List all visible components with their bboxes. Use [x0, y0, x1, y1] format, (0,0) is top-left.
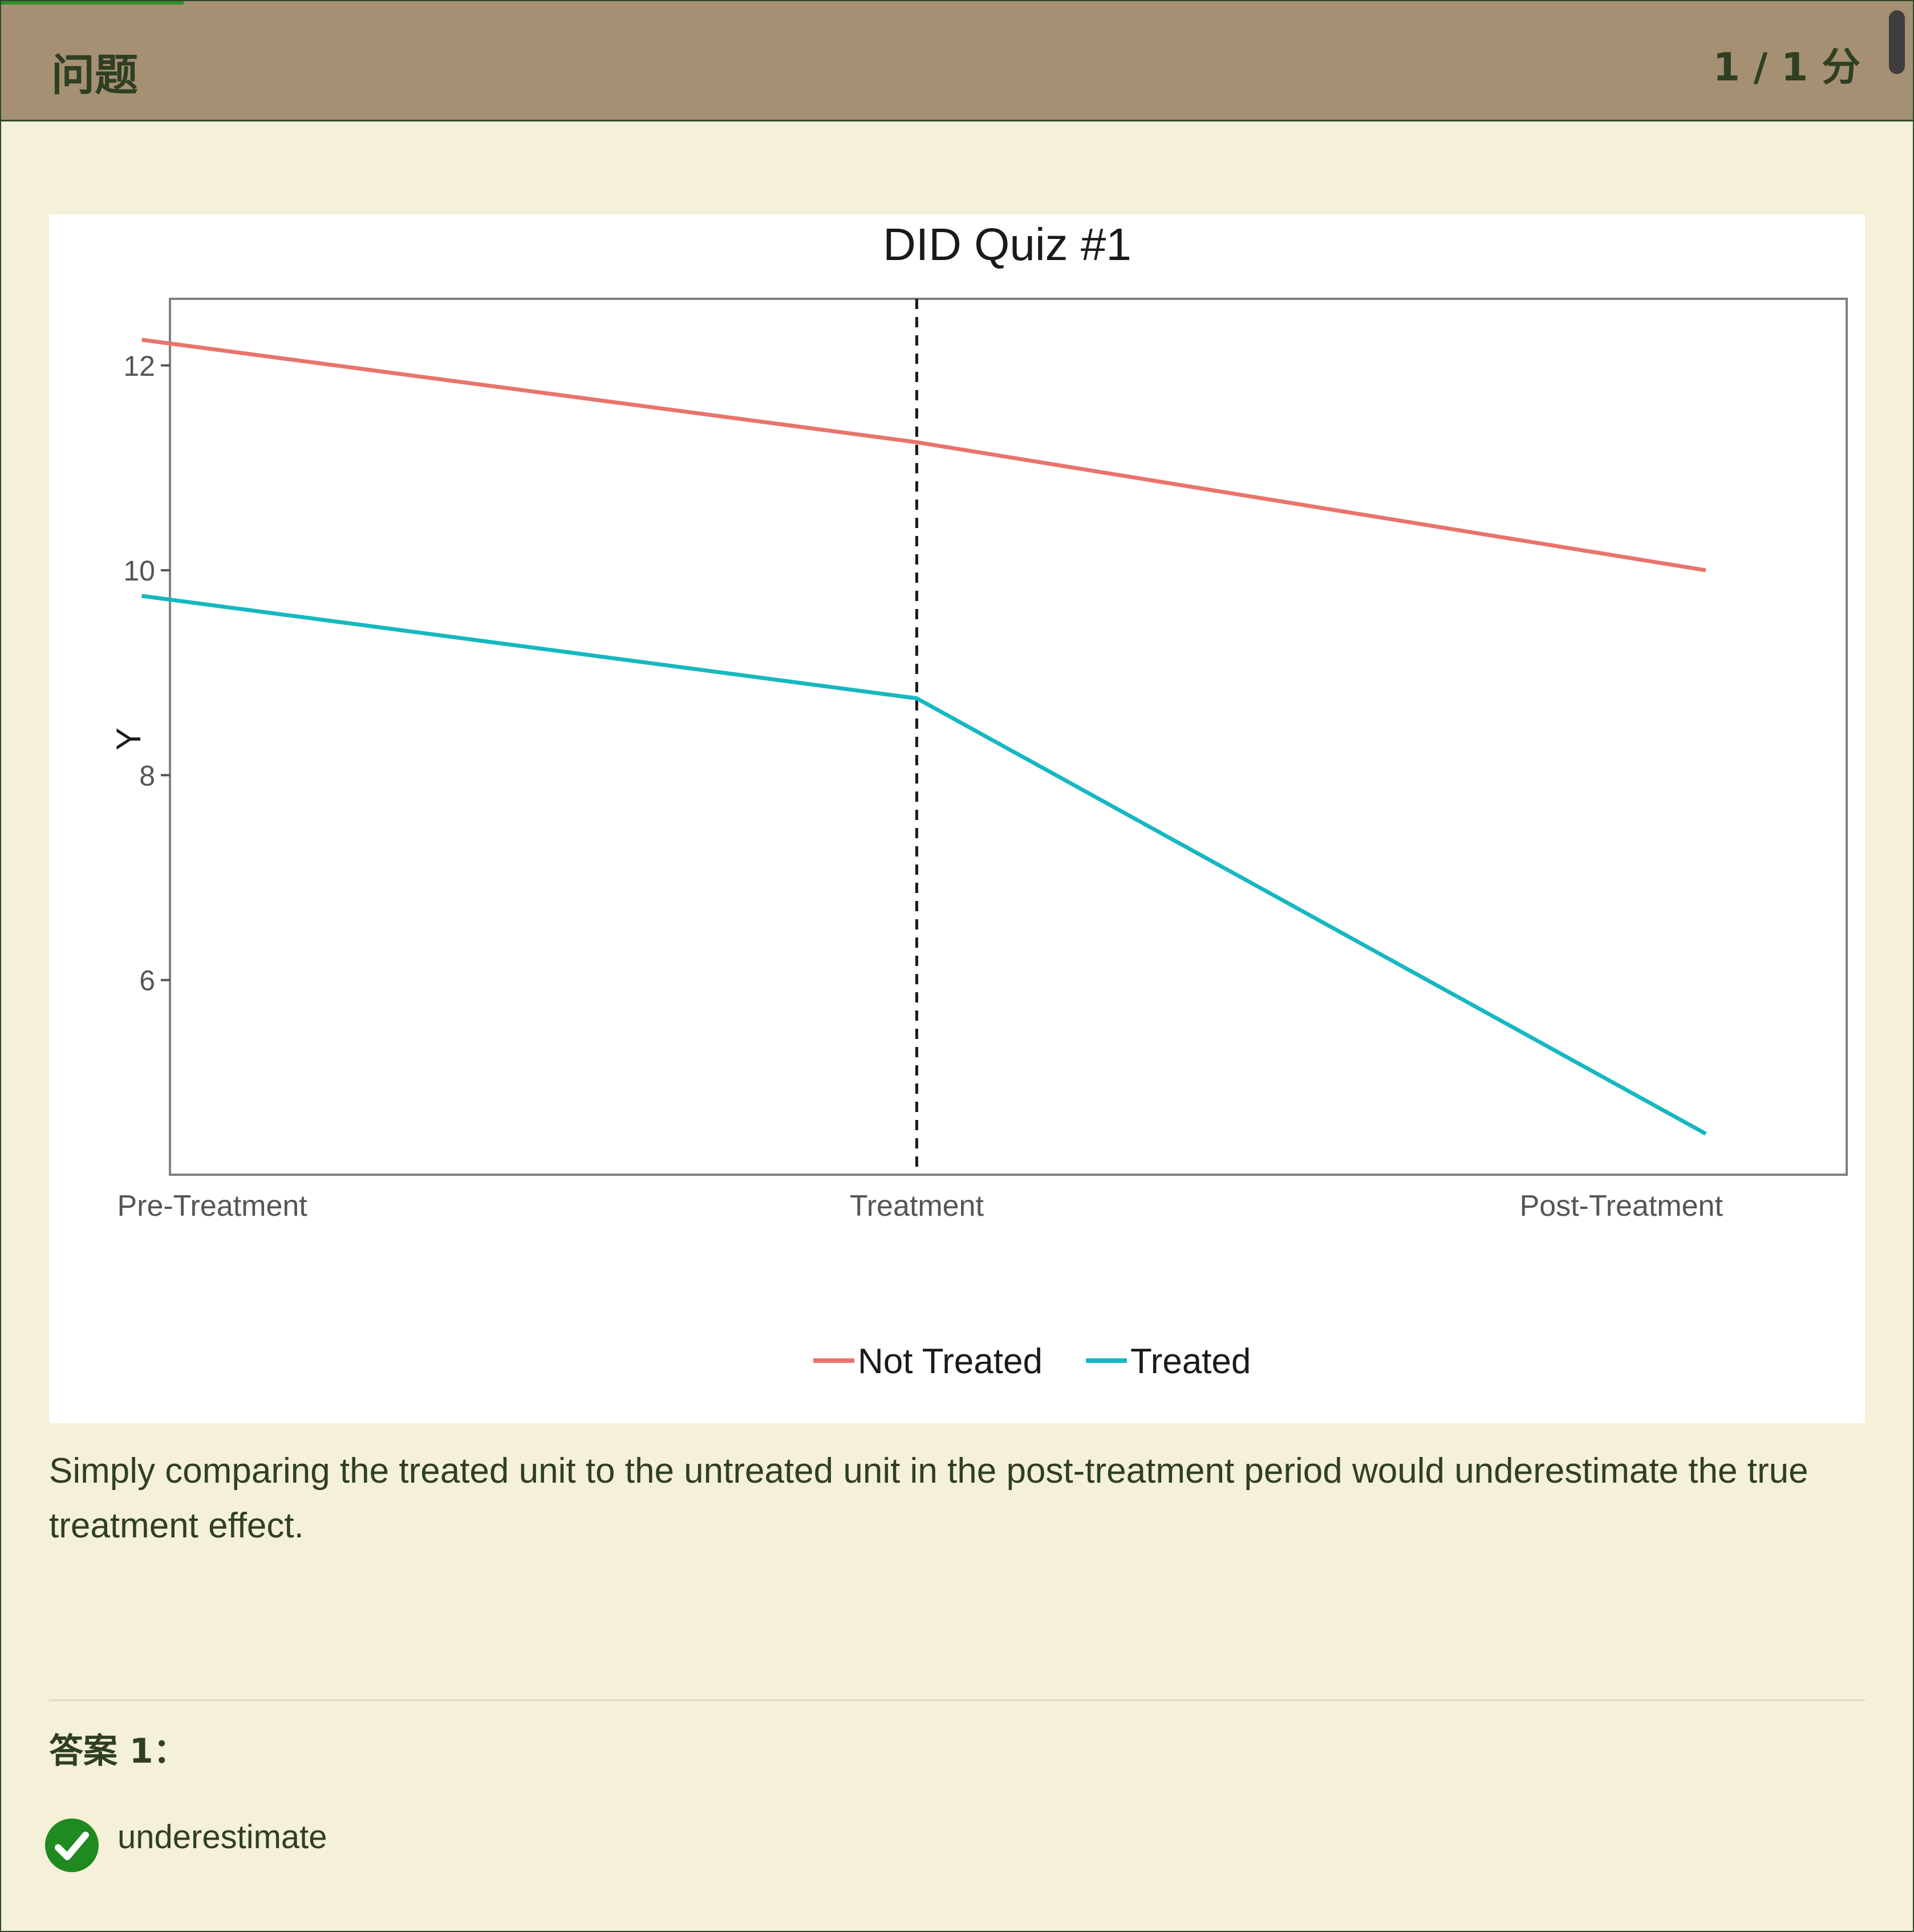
axis-layer: 6 8 10 12 Pre-Treatment Treatment Post-Treatme…: [117, 299, 1723, 1223]
progress-strip: [1, 1, 184, 5]
plot-border: [169, 298, 1848, 1176]
question-score: 1 / 1 分: [1713, 45, 1861, 90]
legend-label: Not Treated: [858, 1342, 1043, 1381]
chart-title: DID Quiz #1: [883, 219, 1132, 270]
check-circle-icon: [45, 1819, 99, 1872]
series-layer: [141, 338, 1707, 1136]
y-tick-label: 6: [139, 965, 155, 997]
answer-divider: [49, 1699, 1865, 1701]
scrollbar-thumb[interactable]: [1889, 10, 1905, 74]
x-tick-label: Pre-Treatment: [117, 1190, 307, 1223]
y-tick-label: 10: [123, 555, 155, 587]
x-tick-label: Treatment: [850, 1190, 984, 1223]
y-tick-label: 8: [139, 760, 155, 792]
legend: Not Treated Treated: [813, 1342, 1251, 1381]
answer-value: underestimate: [117, 1819, 327, 1856]
question-title: 问题: [51, 50, 138, 100]
series-line-0: [141, 338, 1706, 573]
y-tick-label: 12: [123, 350, 155, 382]
x-tick-label: Post-Treatment: [1519, 1190, 1723, 1223]
question-text: Simply comparing the treated unit to the…: [49, 1451, 1808, 1545]
chart-svg: DID Quiz #1 Y 6 8 10 12 Pre-Treatment Treatme…: [110, 219, 1848, 1381]
chart-panel: DID Quiz #1 Y 6 8 10 12 Pre-Treatment Treatme…: [49, 214, 1865, 1423]
question-header: 问题 1 / 1 分: [1, 1, 1913, 121]
answer-label: 答案 1：: [49, 1731, 188, 1771]
legend-label: Treated: [1130, 1342, 1251, 1381]
y-axis-label: Y: [110, 728, 148, 750]
series-line-1: [141, 594, 1707, 1136]
